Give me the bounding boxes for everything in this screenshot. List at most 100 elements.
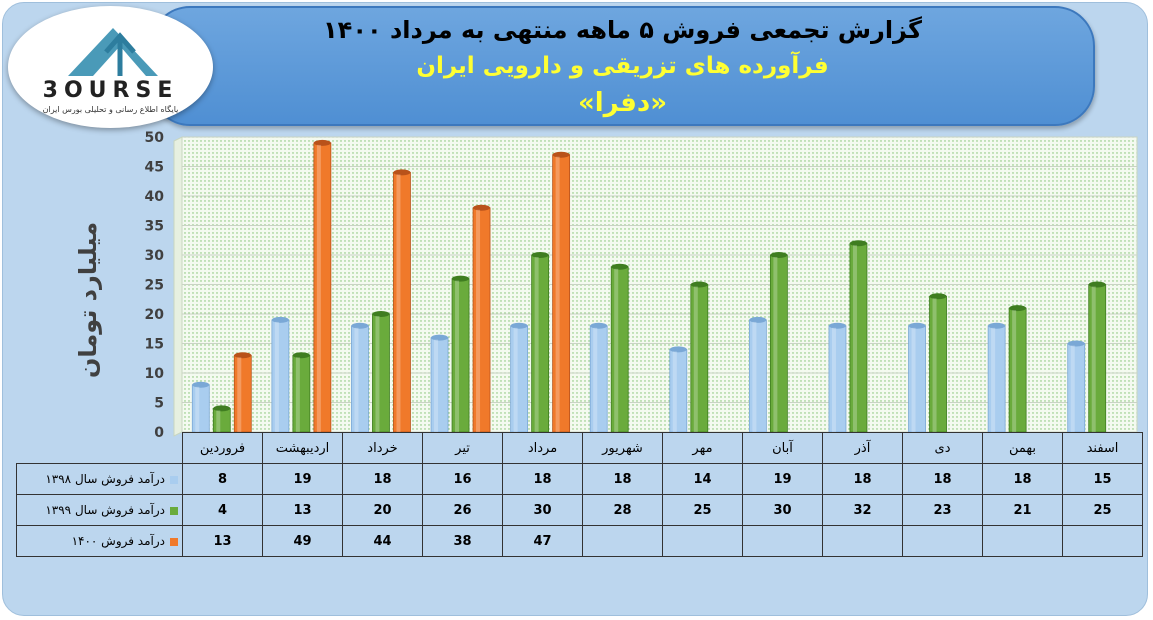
- table-category-cell: خرداد: [342, 432, 423, 464]
- bar-chart: 0 5 10 15 20 25 30 35 40 45 50: [145, 130, 1138, 440]
- bar-highlight: [773, 257, 778, 432]
- table-series-row: درآمد فروش سال ۱۳۹۹ 4 13 20 26 30 28 25 30 32 23 21…: [16, 494, 1143, 526]
- bar-highlight: [593, 327, 598, 432]
- bar-cap: [531, 252, 549, 258]
- bar-highlight: [534, 257, 539, 432]
- bar: [212, 407, 231, 433]
- bar: [191, 384, 210, 433]
- bar: [292, 354, 311, 433]
- bar: [987, 325, 1006, 433]
- table-value-cell: 18: [982, 463, 1063, 495]
- bar-cap: [313, 139, 331, 146]
- bar-cap: [510, 322, 528, 329]
- table-category-cell: فروردین: [182, 432, 263, 464]
- title-line-2: فرآورده های تزریقی و دارویی ایران: [416, 53, 829, 79]
- table-value-cell: 26: [422, 494, 503, 526]
- bar-highlight: [852, 245, 857, 432]
- bar-cap: [393, 169, 411, 176]
- bar-cap: [473, 204, 491, 211]
- table-value-cell: 32: [822, 494, 903, 526]
- bourse-logo: 3OURSE پایگاه اطلاع رسانی و تحلیلی بورس …: [8, 6, 213, 128]
- bar-cap: [1067, 340, 1085, 347]
- y-tick-label: 5: [154, 396, 164, 412]
- title-line-1: گزارش تجمعی فروش ۵ ماهه منتهی به مرداد ۱…: [323, 16, 922, 44]
- table-value-cell: 19: [742, 463, 823, 495]
- bar-cap: [213, 405, 231, 412]
- table-value-cell: 30: [502, 494, 583, 526]
- y-tick-label: 25: [145, 278, 164, 294]
- bar-highlight: [1012, 310, 1017, 432]
- bar: [828, 325, 847, 433]
- table-value-cell: [1062, 525, 1143, 557]
- table-category-cell: اردیبهشت: [262, 432, 343, 464]
- table-value-cell: 18: [902, 463, 983, 495]
- table-value-cell: 18: [342, 463, 423, 495]
- bar-cap: [929, 293, 947, 300]
- bar-highlight: [911, 327, 916, 432]
- bar-highlight: [237, 357, 242, 432]
- table-category-cell: بهمن: [982, 432, 1063, 464]
- table-corner: [17, 433, 183, 464]
- bar-highlight: [672, 351, 677, 432]
- y-tick-label: 10: [145, 366, 165, 382]
- table-value-cell: 21: [982, 494, 1063, 526]
- table-value-cell: 30: [742, 494, 823, 526]
- bar-cap: [749, 316, 767, 323]
- bar: [589, 325, 608, 433]
- bar-highlight: [991, 327, 996, 432]
- table-value-cell: 15: [1062, 463, 1143, 495]
- table-value-cell: 44: [342, 525, 423, 557]
- y-tick-label: 35: [145, 219, 164, 235]
- bar: [510, 325, 529, 433]
- bar: [351, 325, 369, 433]
- bar-highlight: [932, 298, 937, 432]
- bar-highlight: [396, 174, 401, 432]
- bar-cap: [431, 334, 449, 341]
- table-value-cell: 20: [342, 494, 423, 526]
- table-value-cell: 14: [662, 463, 743, 495]
- table-category-cell: آبان: [742, 432, 823, 464]
- y-tick-label: 40: [145, 189, 165, 205]
- table-value-cell: 16: [422, 463, 503, 495]
- bar: [610, 266, 629, 433]
- table-series-row: درآمد فروش ۱۴۰۰ 13 49 44 38 47: [16, 525, 1143, 557]
- bar-highlight: [513, 327, 518, 432]
- legend-swatch: [170, 506, 178, 515]
- bar-cap: [849, 240, 867, 247]
- table-value-cell: 18: [822, 463, 903, 495]
- y-tick-label: 30: [145, 248, 165, 264]
- bar: [849, 242, 868, 433]
- table-value-cell: 18: [582, 463, 663, 495]
- table-value-cell: 19: [262, 463, 343, 495]
- table-value-cell: 25: [662, 494, 743, 526]
- title-banner: گزارش تجمعی فروش ۵ ماهه منتهی به مرداد ۱…: [150, 6, 1095, 126]
- bourse-logo-mark: [68, 28, 158, 76]
- table-value-cell: [982, 525, 1063, 557]
- table-value-cell: 25: [1062, 494, 1143, 526]
- bar: [233, 354, 252, 433]
- bar-highlight: [295, 357, 300, 432]
- bar-highlight: [476, 209, 481, 432]
- bar-cap: [988, 322, 1006, 329]
- table-value-cell: 13: [182, 525, 263, 557]
- bar-cap: [770, 252, 788, 258]
- bar-cap: [552, 151, 570, 158]
- bar-highlight: [693, 286, 698, 432]
- bar: [908, 325, 926, 433]
- table-category-cell: مرداد: [502, 432, 583, 464]
- table-category-cell: آذر: [822, 432, 903, 464]
- table-category-cell: اسفند: [1062, 432, 1143, 464]
- bar: [1067, 343, 1086, 433]
- y-tick-label: 0: [154, 425, 164, 440]
- legend-swatch: [170, 475, 178, 484]
- y-tick-label: 50: [145, 130, 165, 146]
- bar-cap: [828, 322, 846, 329]
- table-category-cell: تیر: [422, 432, 503, 464]
- table-value-cell: 49: [262, 525, 343, 557]
- bar: [313, 142, 332, 433]
- bar: [748, 319, 767, 433]
- bar-highlight: [555, 156, 560, 432]
- bar: [271, 319, 290, 433]
- bar-cap: [590, 322, 608, 329]
- bar-cap: [1009, 305, 1027, 312]
